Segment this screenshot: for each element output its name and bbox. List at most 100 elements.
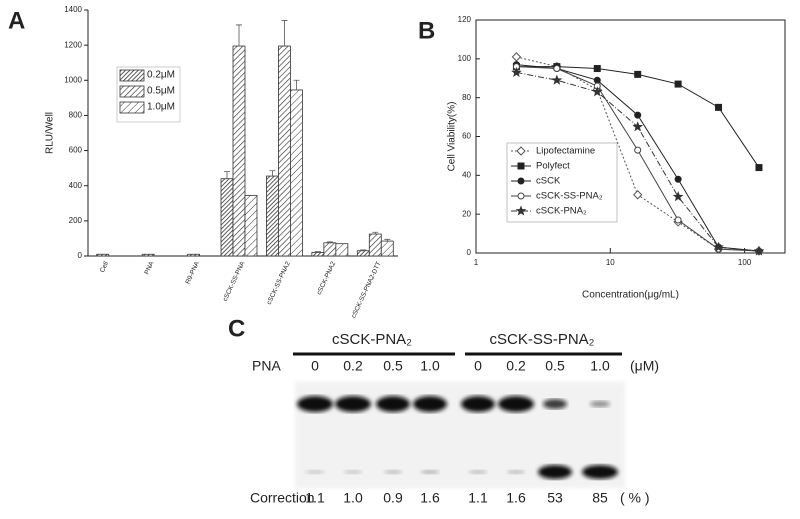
marker <box>511 66 522 77</box>
gel-band <box>306 470 324 474</box>
bar <box>266 175 279 257</box>
legend-marker <box>516 146 526 156</box>
legend-label: cSCK <box>536 176 561 187</box>
marker <box>713 241 724 252</box>
y-tick-label: 100 <box>458 54 472 63</box>
legend-label: Polyfect <box>536 161 570 172</box>
y-axis-label: Cell Viability(%) <box>447 102 458 172</box>
marker <box>715 103 723 111</box>
y-tick-label: 120 <box>458 15 472 24</box>
marker <box>511 52 522 62</box>
x-tick-label: R9-PNA <box>185 260 202 285</box>
error-bar <box>281 20 288 47</box>
legend-marker <box>517 177 525 185</box>
error-bar <box>326 241 333 243</box>
bar <box>244 194 258 257</box>
gel-band <box>335 396 371 412</box>
marker <box>632 121 644 132</box>
error-bar <box>372 231 379 235</box>
x-tick-label: PNA <box>144 260 156 276</box>
y-tick-label: 200 <box>69 216 83 225</box>
y-tick-label: 1000 <box>64 75 82 84</box>
concentration: 1.0 <box>590 358 610 374</box>
concentration: 1.0 <box>420 358 440 374</box>
y-tick-label: 60 <box>462 132 471 141</box>
error-bar <box>224 171 230 179</box>
panel-letter: A <box>8 7 25 34</box>
marker <box>591 86 603 97</box>
marker <box>672 191 684 202</box>
marker <box>634 111 642 119</box>
y-tick-label: 0 <box>78 251 83 260</box>
bar <box>380 240 394 257</box>
bar <box>278 45 291 257</box>
unit-label: (μM) <box>630 358 659 374</box>
gel-band <box>507 470 525 474</box>
legend-label: 1.0μM <box>147 102 175 113</box>
correction-value: 0.9 <box>383 490 403 506</box>
concentration: 0.2 <box>506 358 526 374</box>
y-tick-label: 400 <box>69 181 83 190</box>
marker <box>593 76 601 84</box>
x-axis-label: Concentration(μg/mL) <box>582 290 679 301</box>
y-tick-label: 0 <box>467 248 472 257</box>
legend-label: 0.5μM <box>147 86 175 97</box>
bar <box>141 253 155 257</box>
bar <box>323 242 337 257</box>
legend-swatch <box>119 101 145 114</box>
x-tick-label: 100 <box>738 258 752 267</box>
row-label: PNA <box>252 358 281 374</box>
gel-band <box>344 470 362 474</box>
error-bar <box>360 249 367 251</box>
y-tick-label: 80 <box>462 93 471 102</box>
gel-band <box>469 470 487 474</box>
y-tick-label: 1200 <box>64 40 82 49</box>
bar <box>311 252 325 257</box>
legend-label: 0.2μM <box>147 70 175 81</box>
marker <box>593 65 601 73</box>
legend-box <box>506 142 618 223</box>
marker <box>553 65 561 73</box>
x-tick-label: 10 <box>606 258 615 267</box>
error-bar <box>293 79 300 90</box>
correction-value: 1.1 <box>468 490 488 506</box>
legend-marker <box>517 192 525 200</box>
unit-label: ( % ) <box>620 490 650 506</box>
bar <box>356 250 370 257</box>
legend-swatch <box>119 85 145 98</box>
correction-value: 1.6 <box>506 490 526 506</box>
group-label: cSCK-PNA₂ <box>332 331 412 348</box>
gel-band <box>538 465 572 479</box>
marker <box>634 146 642 154</box>
correction-value: 1.0 <box>343 490 363 506</box>
y-tick-label: 600 <box>69 146 83 155</box>
y-tick-label: 800 <box>69 111 83 120</box>
gel-band <box>421 470 439 474</box>
correction-value: 1.1 <box>305 490 325 506</box>
marker <box>674 216 682 224</box>
panel-c: cSCK-PNA₂ cSCK-SS-PNA₂ PNA (μM) Correction ( … <box>250 331 659 506</box>
concentration: 0 <box>474 358 482 374</box>
gel-band <box>543 399 567 409</box>
group-label: cSCK-SS-PNA₂ <box>489 331 594 348</box>
error-bar <box>236 24 242 47</box>
legend-marker <box>517 162 525 170</box>
marker <box>634 70 642 78</box>
marker <box>674 175 682 183</box>
bar <box>187 253 200 257</box>
gel-band <box>498 396 534 412</box>
gel-band <box>384 470 402 474</box>
bar <box>220 178 234 257</box>
legend-label: Lipofectamine <box>536 146 595 157</box>
bar <box>335 243 349 257</box>
marker <box>674 80 682 88</box>
error-bar <box>384 238 391 242</box>
y-tick-label: 40 <box>462 170 471 179</box>
panel-letter: B <box>418 17 435 44</box>
legend-swatch <box>119 69 145 82</box>
error-bar <box>269 170 276 177</box>
gel-band <box>582 465 618 479</box>
bar <box>96 253 110 257</box>
y-axis-label: RLU/Well <box>45 112 56 154</box>
